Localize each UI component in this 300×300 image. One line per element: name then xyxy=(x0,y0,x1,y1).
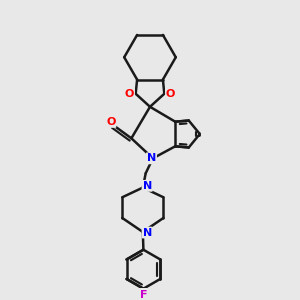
Text: O: O xyxy=(166,89,175,99)
Text: O: O xyxy=(125,89,134,99)
Text: N: N xyxy=(142,227,152,238)
Text: N: N xyxy=(147,153,156,164)
Text: N: N xyxy=(142,181,152,191)
Text: F: F xyxy=(140,290,147,300)
Text: O: O xyxy=(106,117,116,127)
